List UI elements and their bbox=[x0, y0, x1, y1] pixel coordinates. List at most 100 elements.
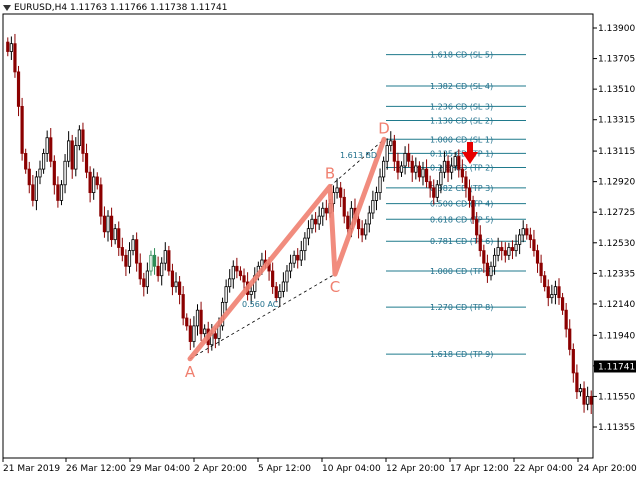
candle-body bbox=[213, 333, 217, 339]
pattern-point-label: C bbox=[330, 278, 340, 296]
candle-body bbox=[432, 187, 436, 198]
candle-body bbox=[557, 286, 561, 299]
level-label: 1.270 CD (TP 8) bbox=[430, 303, 493, 312]
candle-body bbox=[471, 200, 475, 220]
pattern-dashed-ac bbox=[189, 273, 336, 360]
candle-body bbox=[84, 153, 89, 173]
candle-body bbox=[149, 254, 153, 272]
candle-body bbox=[478, 234, 482, 252]
candle-body bbox=[518, 234, 522, 245]
symbol-info: EURUSD,H4 1.11763 1.11766 1.11738 1.1174… bbox=[3, 3, 227, 13]
candle-body bbox=[389, 140, 393, 146]
candle-body bbox=[9, 43, 13, 52]
candle-body bbox=[521, 228, 525, 236]
candle-body bbox=[339, 187, 343, 198]
candle-body bbox=[34, 176, 39, 201]
candle-body bbox=[242, 275, 246, 283]
candle-body bbox=[145, 270, 149, 288]
candle-body bbox=[467, 187, 472, 201]
x-tick-label: 10 Apr 04:00 bbox=[322, 464, 381, 474]
candle-body bbox=[160, 262, 164, 277]
candle-body bbox=[364, 223, 368, 236]
y-tick-label: 1.12140 bbox=[598, 300, 635, 310]
pattern-point-label: D bbox=[378, 119, 390, 137]
ratio-label-ac: 0.560 AC bbox=[242, 300, 279, 309]
ratio-label-bd: 1.613 BD bbox=[340, 151, 377, 160]
candle-body bbox=[446, 160, 450, 173]
candle-body bbox=[503, 250, 507, 256]
candle-body bbox=[489, 265, 493, 277]
candle-body bbox=[342, 196, 346, 217]
candle-body bbox=[410, 160, 414, 173]
level-label: 0.781 CD (TP 6) bbox=[430, 237, 493, 246]
candle-body bbox=[192, 325, 196, 342]
x-tick-label: 5 Apr 12:00 bbox=[258, 464, 311, 474]
candle-body bbox=[235, 265, 239, 272]
pattern-zigzag bbox=[187, 136, 387, 362]
candle-body bbox=[532, 239, 536, 252]
candle-body bbox=[102, 215, 107, 233]
x-tick-label: 29 Mar 04:00 bbox=[130, 464, 190, 474]
candle-body bbox=[539, 262, 543, 277]
candle-body bbox=[560, 297, 565, 311]
candle-body bbox=[156, 265, 160, 277]
level-label: 1.130 CD (SL 2) bbox=[430, 116, 493, 125]
x-tick-label: 21 Mar 2019 bbox=[3, 464, 60, 474]
y-tick-label: 1.13510 bbox=[598, 85, 635, 95]
candle-body bbox=[335, 187, 339, 194]
candle-body bbox=[546, 286, 550, 299]
candle-body bbox=[135, 239, 139, 264]
candle-body bbox=[568, 328, 572, 350]
candle-body bbox=[167, 250, 171, 272]
candle-body bbox=[367, 212, 371, 225]
candle-body bbox=[453, 156, 457, 167]
candle-body bbox=[417, 165, 422, 178]
candle-body bbox=[106, 215, 110, 233]
y-tick-label: 1.13900 bbox=[598, 24, 635, 34]
candle-body bbox=[16, 71, 21, 107]
y-tick-label: 1.13705 bbox=[598, 55, 635, 65]
candle-body bbox=[138, 262, 142, 280]
candle-body bbox=[170, 270, 175, 288]
candle-body bbox=[113, 228, 117, 241]
y-tick-label: 1.12725 bbox=[598, 208, 635, 218]
candle-body bbox=[507, 247, 511, 256]
candle-body bbox=[439, 171, 443, 186]
candle-body bbox=[142, 278, 146, 288]
candle-body bbox=[374, 192, 379, 201]
candle-body bbox=[131, 239, 135, 252]
candle-body bbox=[6, 41, 10, 52]
candle-body bbox=[120, 247, 124, 256]
x-tick-label: 22 Apr 04:00 bbox=[514, 464, 573, 474]
candle-body bbox=[346, 215, 350, 230]
y-tick-label: 1.11940 bbox=[598, 331, 635, 341]
candle-body bbox=[45, 137, 49, 154]
candle-body bbox=[482, 250, 486, 264]
candle-body bbox=[464, 176, 468, 189]
candle-body bbox=[281, 281, 285, 292]
candle-body bbox=[59, 184, 64, 201]
candle-body bbox=[274, 286, 278, 299]
candle-body bbox=[238, 270, 243, 277]
candle-body bbox=[528, 234, 532, 241]
candle-body bbox=[378, 176, 382, 194]
candle-body bbox=[414, 165, 418, 173]
x-tick-label: 2 Apr 20:00 bbox=[194, 464, 247, 474]
candle-body bbox=[49, 137, 53, 162]
candle-body bbox=[492, 254, 497, 267]
candle-body bbox=[224, 286, 228, 303]
candle-body bbox=[310, 218, 314, 230]
candle-body bbox=[99, 184, 103, 217]
dropdown-triangle-icon[interactable] bbox=[3, 4, 11, 11]
level-label: 1.236 CD (SL 3) bbox=[430, 102, 493, 111]
candle-body bbox=[306, 228, 311, 239]
level-label: 0.236 CD (TP 2) bbox=[430, 164, 493, 173]
y-tick-label: 1.13315 bbox=[598, 116, 635, 126]
candle-body bbox=[407, 153, 411, 162]
candle-body bbox=[52, 160, 56, 186]
candle-body bbox=[181, 294, 185, 319]
candle-body bbox=[228, 278, 232, 288]
candle-body bbox=[278, 290, 282, 299]
